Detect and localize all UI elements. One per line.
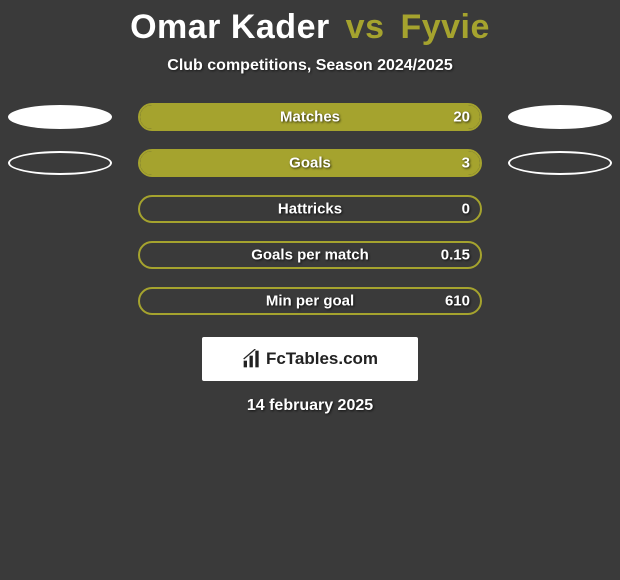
comparison-widget: Omar Kader vs Fyvie Club competitions, S… (0, 0, 620, 415)
player2-marker (508, 151, 612, 175)
stat-row: Goals per match 0.15 (0, 241, 620, 269)
stat-bar: Goals per match 0.15 (138, 241, 482, 269)
stat-row: Matches 20 (0, 103, 620, 131)
stat-bar: Min per goal 610 (138, 287, 482, 315)
player1-marker (8, 151, 112, 175)
stat-label: Hattricks (278, 201, 342, 218)
stat-row: Hattricks 0 (0, 195, 620, 223)
stat-bar: Goals 3 (138, 149, 482, 177)
stats-list: Matches 20 Goals 3 Hattricks 0 Goals per match… (0, 103, 620, 315)
player1-marker (8, 105, 112, 129)
stat-value-right: 0 (462, 201, 470, 218)
stat-label: Goals (289, 155, 331, 172)
stat-bar: Hattricks 0 (138, 195, 482, 223)
stat-row: Min per goal 610 (0, 287, 620, 315)
stat-label: Matches (280, 109, 340, 126)
date-label: 14 february 2025 (247, 397, 373, 415)
stat-label: Min per goal (266, 293, 354, 310)
stat-row: Goals 3 (0, 149, 620, 177)
player2-marker (508, 105, 612, 129)
stat-value-right: 20 (453, 109, 470, 126)
vs-label: vs (346, 8, 385, 46)
fctables-logo[interactable]: FcTables.com (202, 337, 418, 381)
stat-value-right: 0.15 (441, 247, 470, 264)
subtitle: Club competitions, Season 2024/2025 (167, 57, 452, 75)
player1-name: Omar Kader (130, 8, 330, 46)
bar-chart-icon (242, 349, 262, 369)
stat-bar: Matches 20 (138, 103, 482, 131)
logo-text: FcTables.com (266, 349, 378, 369)
stat-value-right: 610 (445, 293, 470, 310)
player2-name: Fyvie (400, 8, 489, 46)
stat-value-right: 3 (462, 155, 470, 172)
page-title: Omar Kader vs Fyvie (130, 8, 490, 47)
stat-label: Goals per match (251, 247, 369, 264)
